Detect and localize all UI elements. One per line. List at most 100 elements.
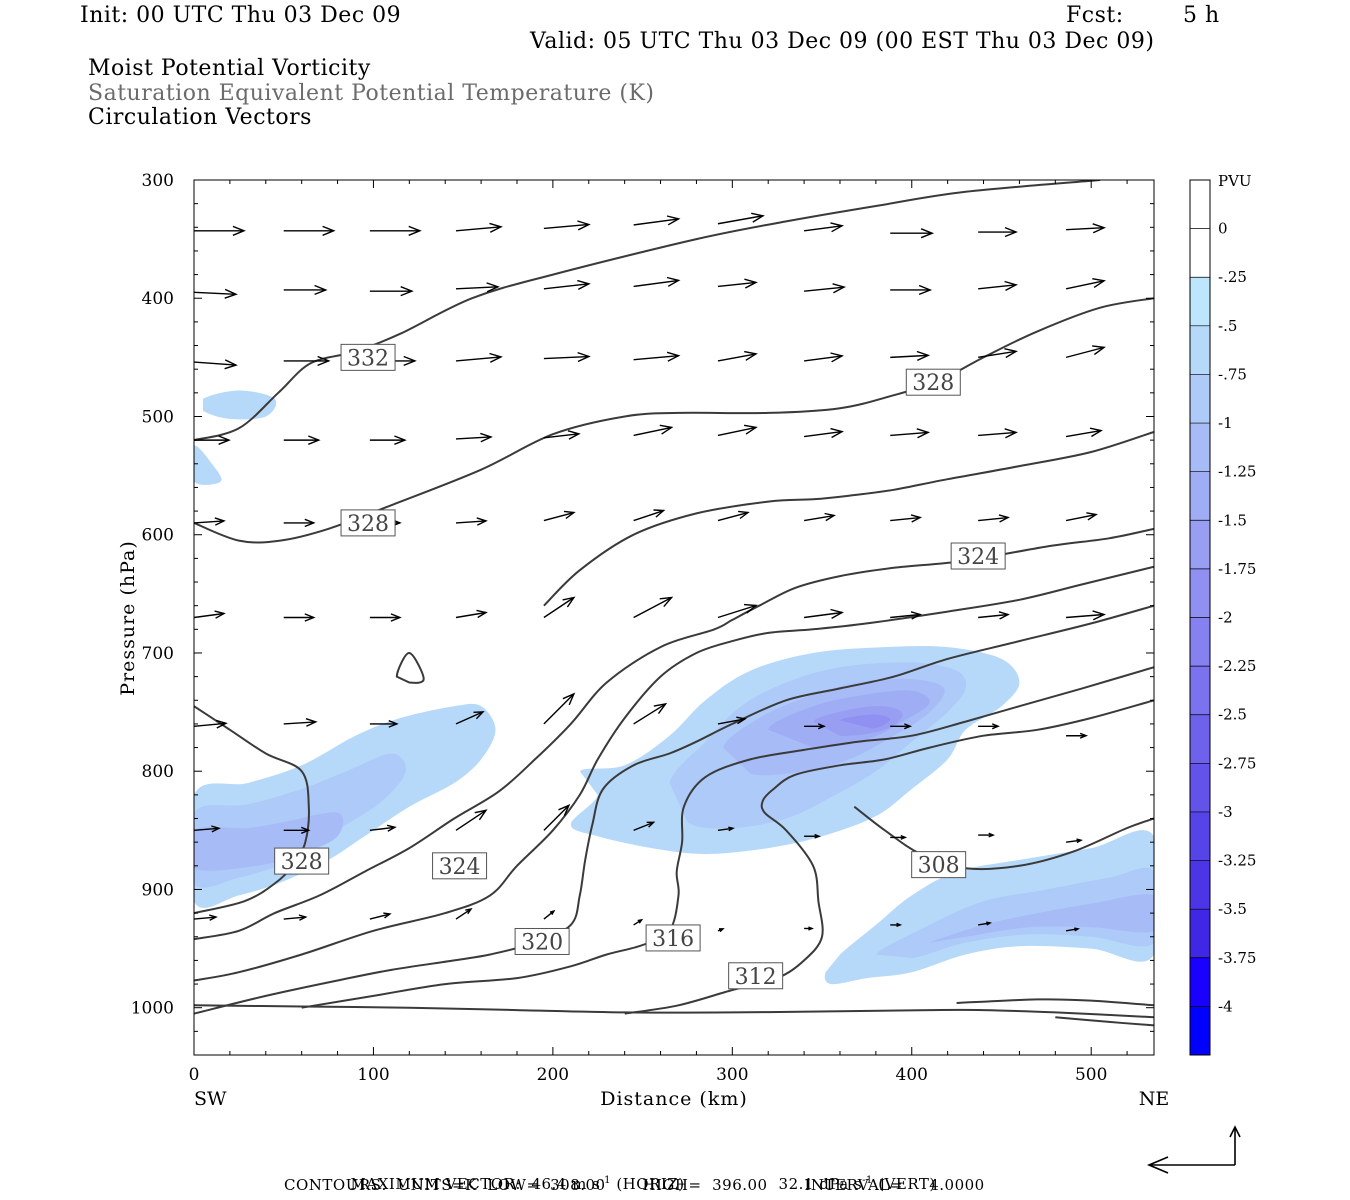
vector-head bbox=[403, 355, 417, 367]
vector-head bbox=[832, 283, 846, 294]
circulation-vector bbox=[283, 826, 311, 834]
colorbar-units: PVU bbox=[1218, 172, 1252, 190]
vector-head bbox=[830, 222, 844, 233]
vector-shaft bbox=[194, 916, 217, 920]
colorbar-swatch bbox=[1190, 763, 1210, 813]
circulation-vector bbox=[543, 692, 576, 725]
pv-region-4 bbox=[194, 812, 344, 871]
circulation-vector bbox=[890, 611, 923, 620]
circulation-vector bbox=[194, 225, 246, 236]
vector-head bbox=[562, 692, 576, 706]
colorbar-level-label: -2.75 bbox=[1218, 754, 1256, 772]
circulation-vector bbox=[717, 510, 750, 522]
reference-vector-icon bbox=[1146, 1125, 1241, 1174]
vector-head bbox=[476, 609, 488, 619]
y-axis-label: Pressure (hPa) bbox=[117, 540, 139, 696]
vector-head bbox=[383, 912, 392, 919]
contour-label-text: 308 bbox=[918, 854, 960, 879]
circulation-vector bbox=[455, 352, 503, 363]
vector-head bbox=[991, 723, 1000, 730]
vector-head bbox=[1004, 280, 1018, 292]
theta-contour-surface bbox=[194, 1004, 1154, 1019]
vector-shaft bbox=[543, 283, 589, 290]
y-tick-label: 300 bbox=[142, 171, 174, 191]
circulation-vector bbox=[633, 424, 674, 437]
contour-label-box bbox=[728, 962, 784, 990]
theta-contour-324-upper bbox=[543, 430, 1154, 607]
contour-label-box bbox=[340, 343, 396, 371]
vector-head bbox=[558, 803, 571, 816]
x-axis-label: Distance (km) bbox=[600, 1088, 748, 1110]
vector-shaft bbox=[717, 511, 749, 522]
vector-shaft bbox=[543, 804, 570, 831]
vector-head bbox=[1086, 512, 1098, 521]
vector-head bbox=[322, 225, 336, 236]
circulation-vector bbox=[978, 514, 1010, 523]
contour-label: 324 bbox=[432, 852, 488, 880]
vector-head bbox=[562, 596, 576, 608]
vector-shaft bbox=[978, 350, 1017, 359]
vector-shaft bbox=[717, 281, 757, 288]
vector-shaft bbox=[369, 913, 391, 920]
vector-shaft bbox=[890, 613, 921, 619]
vector-shaft bbox=[455, 711, 484, 725]
vector-head bbox=[751, 212, 765, 223]
vector-shaft bbox=[1065, 928, 1079, 932]
vector-head bbox=[563, 510, 576, 520]
circulation-vector bbox=[803, 512, 836, 522]
circulation-vector bbox=[804, 222, 844, 233]
theta-contour-316 bbox=[194, 604, 1154, 1015]
vector-head bbox=[1004, 348, 1018, 359]
vector-head bbox=[390, 613, 402, 622]
vector-head bbox=[808, 926, 814, 931]
plot-frame bbox=[193, 179, 1155, 1056]
colorbar-level-label: -2.5 bbox=[1218, 706, 1247, 724]
theta-contour-332 bbox=[194, 180, 1101, 442]
vector-head bbox=[736, 716, 747, 725]
colorbar-level-label: -3.75 bbox=[1218, 949, 1256, 967]
vector-head bbox=[830, 427, 844, 439]
vector-shaft bbox=[543, 511, 575, 522]
circulation-vector bbox=[369, 225, 422, 236]
vector-head bbox=[232, 225, 246, 236]
colorbar-level-label: -1.75 bbox=[1218, 560, 1256, 578]
vector-shaft bbox=[1065, 346, 1105, 359]
colorbar-swatch bbox=[1190, 666, 1210, 716]
vector-head bbox=[998, 611, 1010, 620]
vector-head bbox=[904, 723, 913, 730]
vector-head bbox=[814, 833, 822, 839]
circulation-vector bbox=[890, 350, 931, 362]
colorbar-level-label: -1.5 bbox=[1218, 511, 1247, 529]
circulation-vector bbox=[194, 825, 221, 833]
circulation-vector bbox=[543, 430, 581, 440]
colorbar-swatch bbox=[1190, 180, 1210, 230]
circulation-vector bbox=[194, 359, 238, 370]
theta-contour-324-mid bbox=[194, 527, 1154, 941]
contour-label-box bbox=[514, 927, 570, 955]
vector-shaft bbox=[455, 226, 502, 232]
pv-region-1 bbox=[194, 445, 222, 485]
vector-head bbox=[824, 512, 836, 522]
vector-head bbox=[486, 282, 500, 293]
axes: 300 400 500 600 700 800 900 1000 0 100 200 300 400 50… bbox=[131, 171, 1154, 1085]
circulation-vector bbox=[1153, 288, 1154, 289]
vector-head bbox=[567, 430, 581, 440]
circulation-vector bbox=[890, 922, 903, 928]
circulation-vector bbox=[978, 723, 1000, 730]
contour-label-text: 328 bbox=[912, 371, 954, 396]
theta-contours bbox=[194, 180, 1154, 1027]
circulation-vector bbox=[194, 435, 231, 445]
theta-contour-surface3 bbox=[1055, 1016, 1154, 1027]
vector-head bbox=[305, 718, 318, 727]
vector-head bbox=[211, 825, 221, 833]
circulation-vector bbox=[455, 517, 488, 526]
circulation-vector bbox=[283, 284, 328, 296]
vector-head bbox=[1092, 223, 1106, 234]
circulation-vector bbox=[455, 282, 500, 293]
vector-head bbox=[1089, 427, 1103, 438]
vector-shaft bbox=[455, 436, 492, 440]
vector-head bbox=[1079, 732, 1089, 739]
vector-head bbox=[738, 510, 750, 520]
circulation-vector bbox=[978, 921, 992, 926]
circulation-vector bbox=[804, 352, 844, 363]
